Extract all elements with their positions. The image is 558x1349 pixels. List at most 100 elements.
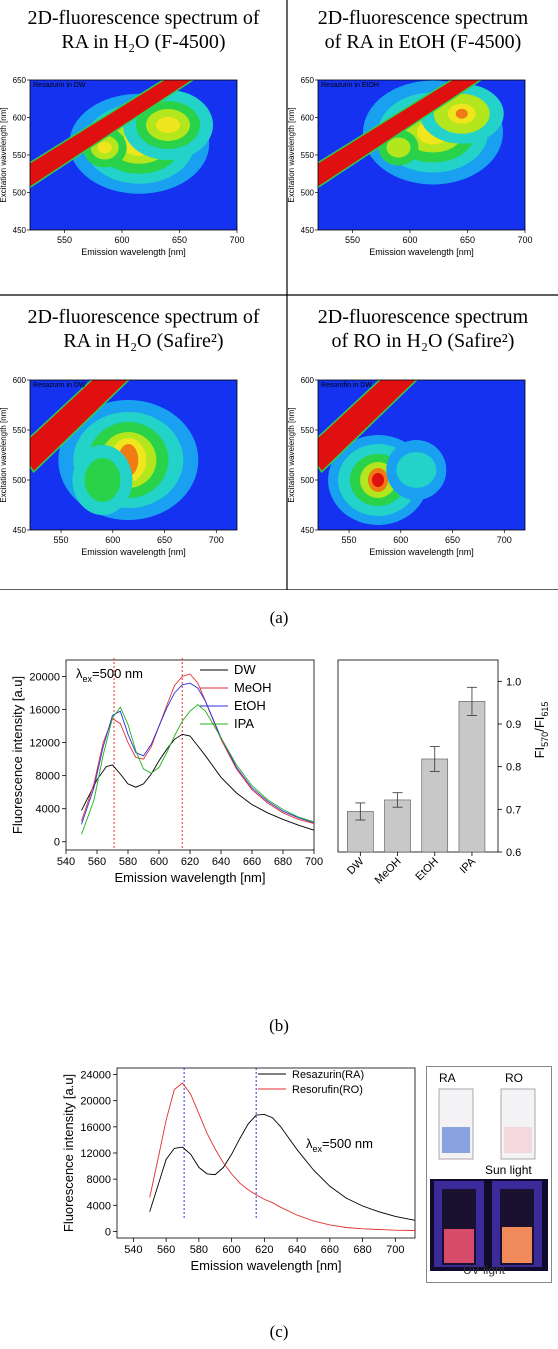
bar-ipa (458, 701, 486, 853)
sunlight-cuvettes (438, 1088, 536, 1160)
bar-y-axis-label: FI570/FI615 (532, 702, 550, 759)
x-tick-label: 600 (150, 856, 168, 868)
bar-category-label: MeOH (373, 856, 404, 887)
y-tick-label: 0 (54, 837, 60, 849)
x-tick-label: 600 (222, 1244, 240, 1256)
x-tick-label: 660 (243, 856, 261, 868)
x-tick-label: 540 (57, 856, 75, 868)
x-tick-label: 580 (119, 856, 137, 868)
x-tick-label: 680 (274, 856, 292, 868)
x-tick-label: 640 (288, 1244, 306, 1256)
heatmap-contours (30, 380, 199, 520)
x-tick-label: 700 (229, 235, 244, 245)
x-axis-label: Emission wavelength [nm] (81, 247, 186, 257)
heatmap-ra-water-f4500: Resazurin in DW 550 600 650 700 450 500 550 600 6… (0, 76, 245, 257)
series-line-dw (81, 733, 315, 831)
y-tick-label: 600 (13, 114, 27, 123)
y-axis-label: Fluorescence intensity [a.u] (61, 1074, 76, 1232)
heatmap-title: Resazurin in DW (33, 382, 86, 389)
header-cell-3: 2D-fluorescence spectrum of RA in H₂O (S… (0, 305, 287, 353)
bar-meoh (384, 799, 411, 853)
caption-c: (c) (269, 1322, 289, 1341)
y-tick-label: 450 (301, 226, 315, 235)
heatmap-title: Resazurin in EtOH (321, 82, 379, 89)
y-tick-label: 450 (301, 526, 315, 535)
grid-lines (0, 0, 558, 590)
y-tick-label: 1.0 (506, 676, 521, 688)
header-cell-4: 2D-fluorescence spectrum of RO in H₂O (S… (288, 305, 558, 353)
y-tick-label: 0.7 (506, 804, 521, 816)
y-tick-label: 24000 (80, 1070, 111, 1082)
x-tick-label: 640 (212, 856, 230, 868)
x-axis-label: Emission wavelength [nm] (190, 1258, 341, 1273)
caption-a: (a) (269, 608, 289, 627)
heatmap-contours (318, 80, 504, 189)
bar-etoh (421, 758, 449, 853)
bar-category-label: DW (345, 855, 367, 877)
x-tick-label: 540 (124, 1244, 142, 1256)
x-axis-label: Emission wavelength [nm] (81, 547, 186, 557)
y-tick-label: 600 (13, 376, 27, 385)
x-tick-label: 600 (393, 535, 408, 545)
scatter-band (30, 380, 130, 474)
header-2-line2: of RA in EtOH (F-4500) (324, 31, 522, 53)
header-cell-1: 2D-fluorescence spectrum of RA in H₂O (F… (0, 6, 287, 54)
y-tick-label: 500 (301, 476, 315, 485)
x-tick-label: 620 (181, 856, 199, 868)
y-tick-label: 600 (301, 376, 315, 385)
x-tick-label: 620 (255, 1244, 273, 1256)
y-axis-label: Excitation wavelength [nm] (288, 407, 296, 502)
y-tick-label: 20000 (80, 1096, 111, 1108)
y-tick-label: 450 (13, 526, 27, 535)
contour-level (386, 137, 411, 158)
photo-label-ra: RA (439, 1071, 456, 1085)
y-tick-label: 16000 (80, 1122, 111, 1134)
header-1-line1: 2D-fluorescence spectrum of (27, 7, 260, 29)
y-tick-label: 12000 (29, 738, 60, 750)
plot-frame (65, 659, 315, 851)
series-line-ipa (81, 704, 315, 835)
x-tick-label: 600 (114, 235, 129, 245)
scatter-band (30, 80, 195, 189)
header-2-line1: 2D-fluorescence spectrum (317, 7, 529, 29)
contour-level (372, 473, 385, 487)
header-3-line1: 2D-fluorescence spectrum of (27, 306, 260, 328)
contour-level (84, 458, 121, 502)
x-axis-label: Emission wavelength [nm] (114, 870, 265, 885)
x-tick-label: 700 (497, 535, 512, 545)
x-tick-label: 650 (460, 235, 475, 245)
y-tick-label: 500 (13, 189, 27, 198)
chart-ra-ro-emission: 540 560 580 600 620 640 660 680 700 0 4000 8000 1200… (61, 1067, 416, 1273)
y-tick-label: 8000 (36, 771, 60, 783)
x-tick-label: 580 (190, 1244, 208, 1256)
y-tick-label: 550 (301, 426, 315, 435)
x-tick-label: 680 (353, 1244, 371, 1256)
contour-level (396, 452, 437, 488)
cuvette-photo-panel: RA RO Sun light UV light (426, 1066, 552, 1283)
y-tick-label: 0.8 (506, 762, 521, 774)
bar-category-label: IPA (458, 855, 479, 876)
photo-label-ro: RO (505, 1071, 523, 1085)
y-tick-label: 500 (301, 189, 315, 198)
heatmap-contours (30, 80, 213, 194)
legend-label: IPA (234, 716, 254, 731)
x-tick-label: 560 (157, 1244, 175, 1256)
y-tick-label: 16000 (29, 705, 60, 717)
y-tick-label: 550 (13, 426, 27, 435)
legend-label: MeOH (234, 680, 272, 695)
y-tick-label: 4000 (36, 804, 60, 816)
legend-label: EtOH (234, 698, 266, 713)
x-tick-label: 550 (342, 535, 357, 545)
scatter-band (318, 80, 483, 189)
series-line-resazurinra (149, 1113, 416, 1221)
chart-emission-solvents: 540 560 580 600 620 640 660 680 700 0 4000 8000 1200… (10, 658, 323, 885)
header-3-line2: RA in H₂O (Safire²) (63, 330, 224, 352)
heatmap-frame (29, 379, 238, 531)
y-tick-label: 20000 (29, 672, 60, 684)
y-tick-label: 650 (301, 76, 315, 85)
y-axis-label: Fluorescence intensity [a.u] (10, 676, 25, 834)
x-axis-label: Emission wavelength [nm] (369, 547, 474, 557)
heatmap-title: Resorufin in DW (321, 382, 372, 389)
y-tick-label: 12000 (80, 1148, 111, 1160)
heatmap-ra-water-safire: Resazurin in DW 550 600 650 700 450 500 550 600 E… (0, 376, 238, 557)
